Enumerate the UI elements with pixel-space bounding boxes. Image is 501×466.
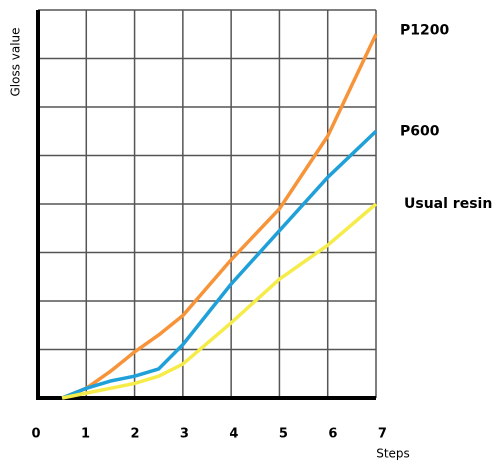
x-tick-label: 2 bbox=[130, 427, 139, 442]
y-axis-title: Gloss value bbox=[9, 27, 23, 96]
x-tick-label: 5 bbox=[279, 427, 288, 442]
series-label: P1200 bbox=[400, 22, 449, 38]
x-tick-label: 6 bbox=[328, 427, 337, 442]
x-tick-label: 3 bbox=[180, 427, 189, 442]
x-axis-title: Steps bbox=[376, 447, 410, 461]
x-tick-label: 4 bbox=[229, 427, 238, 442]
x-tick-label: 7 bbox=[378, 427, 387, 442]
x-tick-label: 1 bbox=[81, 427, 90, 442]
x-tick-label: 0 bbox=[31, 427, 40, 442]
series-line bbox=[61, 129, 378, 400]
series-line bbox=[61, 33, 378, 400]
series-line bbox=[61, 202, 378, 400]
series-label: Usual resin bbox=[404, 196, 492, 212]
series-label: P600 bbox=[400, 123, 440, 139]
